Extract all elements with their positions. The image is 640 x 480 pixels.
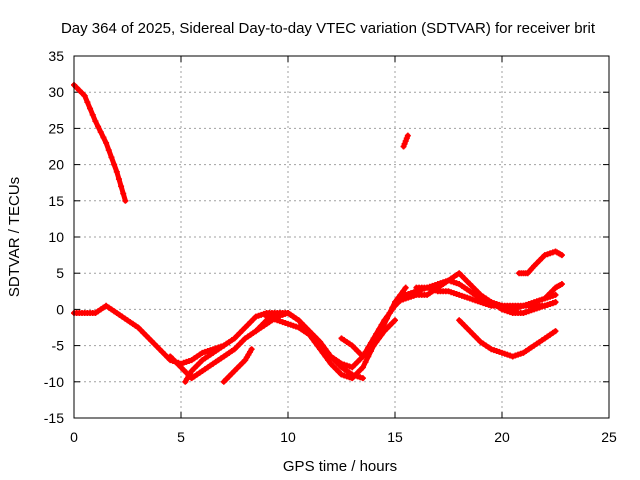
series-track-1 <box>71 81 129 204</box>
y-tick-label-3: 0 <box>56 301 64 317</box>
y-tick-label-9: 30 <box>48 84 64 100</box>
y-tick-label-5: 10 <box>48 229 64 245</box>
y-tick-label-10: 35 <box>48 48 64 64</box>
data-point-track-1-2 <box>92 118 99 125</box>
data-marker-track-1-1-1 <box>84 99 91 106</box>
data-point-track-14-2 <box>558 281 565 288</box>
data-marker-track-9-3-1 <box>373 338 380 345</box>
data-point-track-4-22 <box>402 284 409 291</box>
series-track-9 <box>338 317 398 360</box>
data-point-track-10-15 <box>552 299 559 306</box>
y-tick-label-1: -10 <box>44 374 64 390</box>
data-marker-track-1-2-3 <box>100 134 107 141</box>
y-tick-label-6: 15 <box>48 193 64 209</box>
x-tick-label-0: 0 <box>70 429 78 445</box>
x-tick-label-5: 25 <box>601 429 617 445</box>
series-line-track-13 <box>516 249 565 276</box>
x-axis-label: GPS time / hours <box>283 458 397 475</box>
data-marker-track-1-3-3 <box>111 161 118 168</box>
series-line-track-8 <box>264 314 366 381</box>
data-point-track-4-20 <box>381 320 388 327</box>
data-point-track-7-3 <box>285 310 291 317</box>
series-track-6 <box>220 346 255 385</box>
x-tick-label-1: 5 <box>177 429 185 445</box>
data-marker-track-1-4-3 <box>120 190 127 197</box>
data-point-track-8-9 <box>359 375 366 382</box>
data-marker-track-4-21-3 <box>400 288 407 295</box>
y-tick-label-0: -15 <box>44 410 64 426</box>
data-marker-track-9-3-3 <box>378 331 385 338</box>
data-point-track-6-3 <box>248 346 255 353</box>
data-marker-track-4-21-2 <box>397 291 404 298</box>
series-line-track-1 <box>71 82 128 204</box>
series-track-3 <box>71 277 559 371</box>
data-point-track-2-1 <box>404 132 411 139</box>
plot-frame <box>73 55 610 419</box>
data-marker-track-1-1-3 <box>89 111 96 118</box>
series-track-2 <box>400 132 411 150</box>
data-marker-track-4-14-3 <box>325 357 332 364</box>
x-tick-label-3: 15 <box>387 429 403 445</box>
data-marker-track-1-3-2 <box>108 154 115 161</box>
data-marker-track-4-20-2 <box>386 310 393 317</box>
y-tick-label-8: 25 <box>48 120 64 136</box>
data-point-track-13-5 <box>558 252 565 259</box>
data-marker-track-1-2-1 <box>95 123 102 130</box>
y-tick-label-2: -5 <box>52 338 65 354</box>
data-marker-track-1-1-2 <box>87 105 94 112</box>
data-marker-track-4-20-1 <box>383 315 390 322</box>
data-point-track-11-13 <box>552 291 559 298</box>
series-track-5 <box>182 342 227 385</box>
x-tick-label-4: 20 <box>494 429 510 445</box>
series-line-track-3 <box>71 277 558 370</box>
series-track-12 <box>456 317 559 360</box>
x-tick-label-2: 10 <box>280 429 296 445</box>
data-points <box>71 81 565 385</box>
data-marker-track-4-18-1 <box>362 358 369 365</box>
data-point-track-9-3 <box>370 342 377 349</box>
series-track-13 <box>516 248 565 277</box>
axis-ticks: 0 5 10 15 20 25 -15 -10 -5 0 5 10 15 20 25 30 35 <box>44 48 617 445</box>
series-track-8 <box>263 313 366 382</box>
chart-title: Day 364 of 2025, Sidereal Day-to-day VTE… <box>61 20 596 37</box>
data-marker-track-4-12-1 <box>298 320 305 327</box>
series-track-11 <box>413 284 559 313</box>
data-point-track-12-9 <box>552 328 559 335</box>
data-point-track-1-5 <box>122 197 129 204</box>
data-point-track-1-1 <box>81 92 88 99</box>
data-marker-track-4-20-3 <box>389 304 396 311</box>
data-marker-track-1-3-1 <box>105 147 112 154</box>
data-marker-track-9-3-2 <box>375 335 382 342</box>
data-marker-track-1-4-1 <box>115 176 122 183</box>
data-point-track-5-4 <box>220 342 227 349</box>
series-track-14 <box>541 281 565 302</box>
series-line-track-12 <box>456 317 558 359</box>
data-point-track-1-4 <box>113 168 120 175</box>
y-tick-label-7: 20 <box>48 157 64 173</box>
data-point-track-4-12 <box>295 317 302 324</box>
data-point-track-9-5 <box>392 317 398 324</box>
data-marker-track-1-4-2 <box>118 183 125 190</box>
data-point-track-4-18 <box>359 364 366 371</box>
data-marker-track-1-2-2 <box>97 129 104 136</box>
data-point-track-1-3 <box>103 139 110 146</box>
y-axis-label: SDTVAR / TECUs <box>6 177 23 297</box>
y-tick-label-4: 5 <box>56 265 64 281</box>
